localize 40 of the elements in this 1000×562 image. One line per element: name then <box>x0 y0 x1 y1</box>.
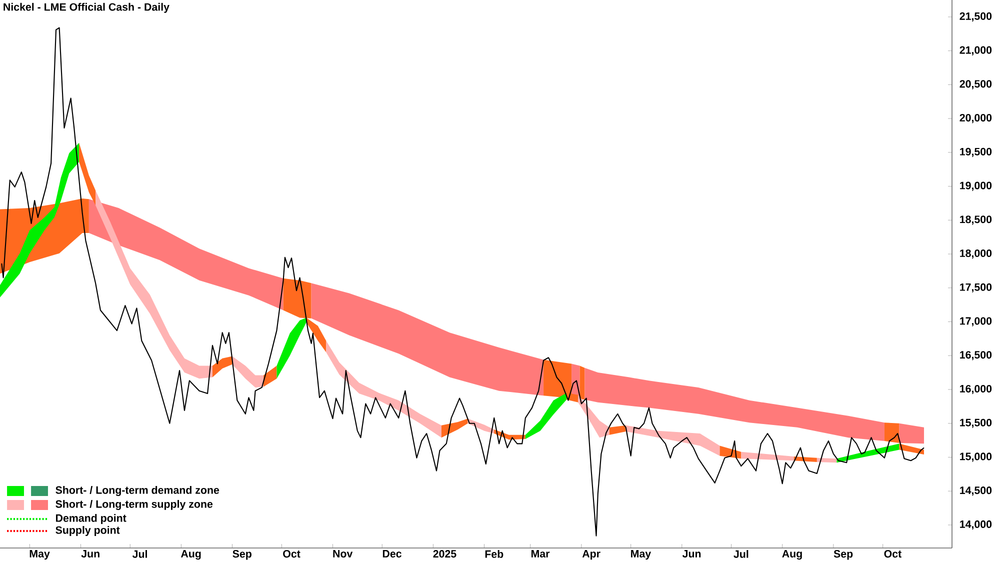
y-tick-label: 20,500 <box>960 80 992 90</box>
line-series <box>1 27 925 536</box>
y-tick-label: 20,000 <box>960 114 992 124</box>
x-tick-label: 2025 <box>433 550 456 558</box>
x-tick-label: Sep <box>834 550 853 560</box>
x-tick-label: Oct <box>283 550 300 558</box>
annotation: Supply point <box>56 526 120 536</box>
y-tick-label: 18,500 <box>960 216 992 225</box>
y-tick-label: 17,000 <box>960 317 992 326</box>
y-tick-label: 16,500 <box>960 351 992 360</box>
annotation: Short- / Long-term demand zone <box>56 486 220 496</box>
x-tick-label: Jun <box>81 550 100 558</box>
y-tick-label: 21,500 <box>960 12 992 22</box>
x-tick-label: Dec <box>382 550 402 558</box>
y-tick-label: 14,000 <box>960 520 992 530</box>
y-tick-label: 17,500 <box>960 283 992 292</box>
x-tick-label: Jun <box>682 550 701 558</box>
x-tick-label: Jul <box>132 550 147 558</box>
x-tick-label: Sep <box>232 550 252 560</box>
y-tick-label: 14,500 <box>960 486 992 496</box>
y-tick-label: 15,000 <box>960 452 992 462</box>
x-tick-label: Feb <box>485 550 504 558</box>
x-tick-label: Nov <box>333 550 353 558</box>
x-tick-label: May <box>631 550 652 560</box>
x-tick-label: Mar <box>531 550 550 558</box>
y-tick-label: 16,000 <box>960 384 992 394</box>
y-tick-label: 21,000 <box>960 46 992 56</box>
x-tick-label: Aug <box>782 550 802 560</box>
x-tick-label: Oct <box>884 550 902 558</box>
x-tick-label: May <box>30 550 50 560</box>
annotation: Demand point <box>56 514 126 524</box>
annotation: Short- / Long-term supply zone <box>56 500 213 510</box>
chart-title: Nickel - LME Official Cash - Daily <box>4 2 170 13</box>
x-tick-label: Jul <box>734 550 748 558</box>
y-tick-label: 19,000 <box>960 182 992 191</box>
y-tick-label: 18,000 <box>960 249 992 259</box>
y-tick-label: 15,500 <box>960 418 992 428</box>
x-tick-label: Aug <box>180 550 201 560</box>
x-tick-label: Apr <box>582 550 600 560</box>
y-tick-label: 19,500 <box>960 148 992 157</box>
